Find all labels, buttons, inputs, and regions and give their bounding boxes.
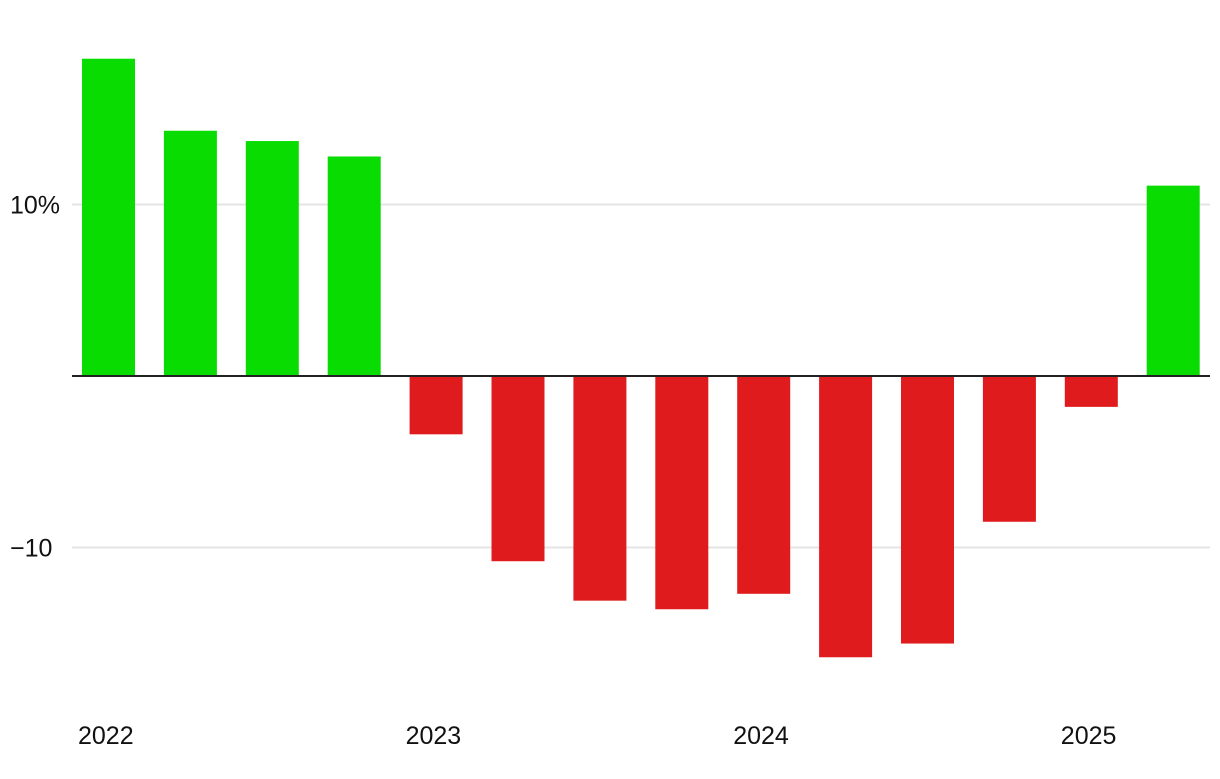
bar — [1064, 376, 1118, 407]
y-tick-label: −10 — [10, 535, 52, 563]
bar — [655, 376, 709, 610]
bar — [245, 141, 299, 376]
bar — [82, 58, 135, 376]
bars — [82, 58, 1200, 658]
x-axis-ticks: 2022 2023 2024 2025 — [78, 722, 1116, 750]
bar — [982, 376, 1036, 522]
bar — [491, 376, 545, 562]
bar — [409, 376, 463, 435]
y-tick-label: 10% — [10, 192, 60, 220]
x-tick-label: 2025 — [1061, 722, 1117, 750]
bar — [573, 376, 627, 601]
y-axis-ticks: 10% −10 — [10, 192, 60, 563]
x-tick-label: 2024 — [733, 722, 789, 750]
bar — [163, 130, 217, 376]
bar — [901, 376, 954, 644]
bar — [737, 376, 791, 594]
bar — [327, 156, 381, 376]
x-tick-label: 2022 — [78, 722, 134, 750]
bar — [1146, 185, 1200, 376]
bar — [819, 376, 873, 658]
x-tick-label: 2023 — [406, 722, 462, 750]
